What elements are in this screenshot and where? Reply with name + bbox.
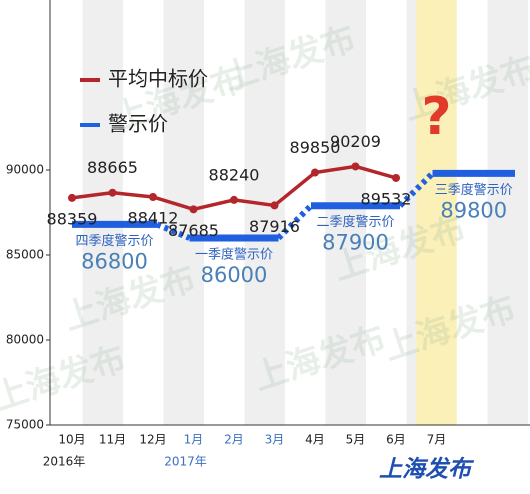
year-label: 2016年 [43, 455, 86, 469]
price-point [149, 192, 157, 201]
highlight-column [416, 0, 457, 425]
warning-value-label: 87900 [322, 231, 389, 255]
x-tick-label: 4月 [305, 433, 325, 447]
y-tick-label: 75000 [6, 418, 44, 432]
quarter-label: 一季度警示价 [195, 247, 273, 263]
price-point [311, 168, 319, 177]
quarter-label: 四季度警示价 [75, 233, 153, 249]
y-tick-label: 90000 [6, 163, 44, 177]
stripe [82, 0, 123, 425]
price-point [230, 195, 238, 204]
stripe [487, 0, 528, 425]
price-point [68, 193, 76, 202]
stripe [244, 0, 285, 425]
price-value-label: 88665 [87, 158, 138, 177]
quarter-label: 三季度警示价 [435, 182, 513, 198]
price-point [189, 205, 198, 214]
price-value-label: 90209 [330, 132, 381, 151]
logo: 上海发布 [379, 457, 475, 483]
x-tick-label: 6月 [386, 433, 406, 447]
price-value-label: 89850 [290, 138, 341, 157]
price-point [351, 162, 360, 171]
legend-label: 警示价 [108, 112, 168, 136]
legend-label: 平均中标价 [108, 67, 208, 91]
warning-value-label: 86000 [201, 263, 268, 287]
x-tick-label: 2月 [224, 433, 244, 447]
warning-connector [155, 221, 191, 241]
x-tick-label: 12月 [139, 433, 166, 447]
price-point [270, 201, 279, 210]
x-tick-label: 7月 [427, 433, 447, 447]
warning-value-label: 86800 [81, 249, 148, 273]
price-value-label: 89532 [361, 189, 412, 208]
warning-value-label: 89800 [440, 198, 507, 222]
quarter-label: 二季度警示价 [316, 214, 394, 230]
x-tick-label: 5月 [346, 433, 366, 447]
x-tick-label: 3月 [265, 433, 285, 447]
y-tick-label: 80000 [6, 333, 44, 347]
price-value-label: 88359 [47, 209, 98, 228]
stripe [163, 0, 204, 425]
price-point [108, 188, 117, 197]
price-value-label: 87685 [168, 221, 219, 240]
price-value-label: 88240 [209, 165, 260, 184]
x-tick-label: 10月 [58, 433, 85, 447]
price-value-label: 88412 [128, 208, 179, 227]
x-tick-label: 11月 [99, 433, 126, 447]
year-label: 2017年 [164, 455, 207, 469]
stripe [325, 0, 366, 425]
x-tick-label: 1月 [184, 433, 204, 447]
price-value-label: 87916 [249, 217, 300, 236]
annotation: ? [421, 87, 451, 147]
price-point [392, 173, 400, 182]
y-tick-label: 85000 [6, 248, 44, 262]
